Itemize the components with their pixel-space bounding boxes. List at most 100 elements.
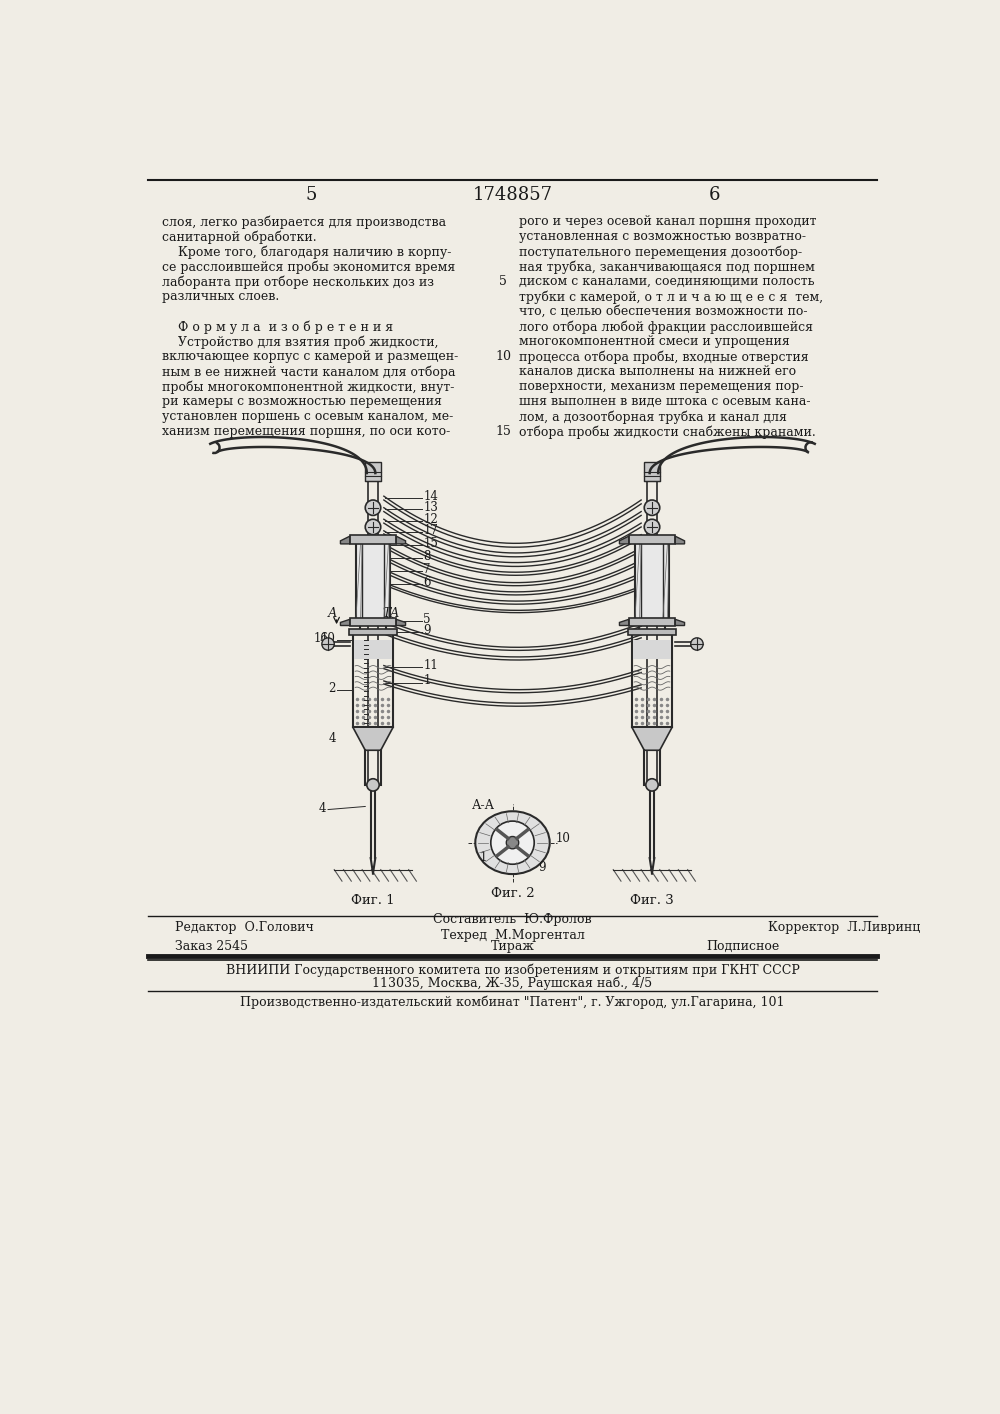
Text: Производственно-издательский комбинат "Патент", г. Ужгород, ул.Гагарина, 101: Производственно-издательский комбинат "П… xyxy=(240,995,785,1008)
Text: се расслоившейся пробы экономится время: се расслоившейся пробы экономится время xyxy=(162,260,455,274)
Text: Тираж: Тираж xyxy=(491,940,534,953)
Polygon shape xyxy=(340,536,350,544)
Polygon shape xyxy=(340,619,350,625)
Text: Фиг. 1: Фиг. 1 xyxy=(351,894,395,906)
Text: 16: 16 xyxy=(313,632,328,645)
Text: пробы многокомпонентной жидкости, внут-: пробы многокомпонентной жидкости, внут- xyxy=(162,380,455,393)
Bar xyxy=(356,543,390,619)
Text: А: А xyxy=(328,608,337,621)
Text: Кроме того, благодаря наличию в корпу-: Кроме того, благодаря наличию в корпу- xyxy=(162,245,452,259)
Text: Фиг. 2: Фиг. 2 xyxy=(491,887,534,899)
Circle shape xyxy=(691,638,703,650)
Bar xyxy=(349,629,397,635)
Text: включающее корпус с камерой и размещен-: включающее корпус с камерой и размещен- xyxy=(162,351,458,363)
Circle shape xyxy=(367,779,379,790)
Text: рого и через осевой канал поршня проходит: рого и через осевой канал поршня проходи… xyxy=(519,215,816,228)
Text: лом, а дозоотборная трубка и канал для: лом, а дозоотборная трубка и канал для xyxy=(519,410,787,424)
Text: ным в ее нижней части каналом для отбора: ным в ее нижней части каналом для отбора xyxy=(162,365,456,379)
Bar xyxy=(628,629,676,635)
Bar xyxy=(629,534,675,544)
Polygon shape xyxy=(675,619,685,625)
Bar xyxy=(350,534,396,544)
Text: Устройство для взятия проб жидкости,: Устройство для взятия проб жидкости, xyxy=(162,335,439,349)
Text: 7: 7 xyxy=(423,563,431,575)
Circle shape xyxy=(365,501,381,516)
Polygon shape xyxy=(632,727,672,751)
Text: 1: 1 xyxy=(423,674,431,687)
Text: 113035, Москва, Ж-35, Раушская наб., 4/5: 113035, Москва, Ж-35, Раушская наб., 4/5 xyxy=(372,976,653,990)
Circle shape xyxy=(644,519,660,534)
Circle shape xyxy=(365,519,381,534)
Text: 4: 4 xyxy=(319,802,326,814)
Text: 15: 15 xyxy=(423,537,438,550)
Text: диском с каналами, соединяющими полость: диском с каналами, соединяющими полость xyxy=(519,276,814,288)
Text: что, с целью обеспечения возможности по-: что, с целью обеспечения возможности по- xyxy=(519,305,807,318)
Polygon shape xyxy=(353,727,393,751)
Text: процесса отбора пробы, входные отверстия: процесса отбора пробы, входные отверстия xyxy=(519,351,808,363)
Text: ри камеры с возможностью перемещения: ри камеры с возможностью перемещения xyxy=(162,396,442,409)
Bar xyxy=(365,461,381,481)
Text: 1748857: 1748857 xyxy=(473,187,552,204)
Text: Составитель  Ю.Фролов: Составитель Ю.Фролов xyxy=(433,913,592,926)
Text: Ф о р м у л а  и з о б р е т е н и я: Ф о р м у л а и з о б р е т е н и я xyxy=(162,320,393,334)
Text: 14: 14 xyxy=(423,489,438,502)
Text: многокомпонентной смеси и упрощения: многокомпонентной смеси и упрощения xyxy=(519,335,789,348)
Polygon shape xyxy=(396,536,406,544)
Text: установленная с возможностью возвратно-: установленная с возможностью возвратно- xyxy=(519,230,806,243)
Text: ВНИИПИ Государственного комитета по изобретениям и открытиям при ГКНТ СССР: ВНИИПИ Государственного комитета по изоб… xyxy=(226,964,799,977)
Text: Корректор  Л.Ливринц: Корректор Л.Ливринц xyxy=(768,921,921,933)
Circle shape xyxy=(644,501,660,516)
Text: А: А xyxy=(390,608,399,621)
Text: лого отбора любой фракции расслоившейся: лого отбора любой фракции расслоившейся xyxy=(519,320,813,334)
Text: трубки с камерой, о т л и ч а ю щ е е с я  тем,: трубки с камерой, о т л и ч а ю щ е е с … xyxy=(519,290,823,304)
Text: Т: Т xyxy=(383,608,391,621)
Text: 6: 6 xyxy=(708,187,720,204)
Bar xyxy=(644,461,660,481)
Text: ная трубка, заканчивающаяся под поршнем: ная трубка, заканчивающаяся под поршнем xyxy=(519,260,815,274)
Text: 5: 5 xyxy=(499,276,507,288)
Text: 4: 4 xyxy=(328,732,336,745)
Text: 13: 13 xyxy=(423,501,438,515)
Text: Фиг. 3: Фиг. 3 xyxy=(630,894,674,906)
Text: 9: 9 xyxy=(538,861,546,874)
Bar xyxy=(633,641,671,659)
Text: 6: 6 xyxy=(423,575,431,588)
Polygon shape xyxy=(619,536,629,544)
Bar xyxy=(629,618,675,625)
Text: 5: 5 xyxy=(305,187,317,204)
Text: 8: 8 xyxy=(423,550,431,563)
Text: лаборанта при отборе нескольких доз из: лаборанта при отборе нескольких доз из xyxy=(162,276,434,288)
Polygon shape xyxy=(619,619,629,625)
Text: ханизм перемещения поршня, по оси кото-: ханизм перемещения поршня, по оси кото- xyxy=(162,426,450,438)
Circle shape xyxy=(491,822,534,864)
Text: 10: 10 xyxy=(495,351,511,363)
Text: 1: 1 xyxy=(479,851,487,864)
Polygon shape xyxy=(396,619,406,625)
Text: Подписное: Подписное xyxy=(706,940,780,953)
Text: слоя, легко разбирается для производства: слоя, легко разбирается для производства xyxy=(162,215,446,229)
Ellipse shape xyxy=(475,812,550,874)
Bar xyxy=(635,543,669,619)
Text: отбора пробы жидкости снабжены кранами.: отбора пробы жидкости снабжены кранами. xyxy=(519,426,815,438)
Text: 11: 11 xyxy=(423,659,438,672)
Text: 15: 15 xyxy=(495,426,511,438)
Text: поверхности, механизм перемещения пор-: поверхности, механизм перемещения пор- xyxy=(519,380,803,393)
Circle shape xyxy=(506,837,519,848)
Text: различных слоев.: различных слоев. xyxy=(162,290,279,303)
Text: 10: 10 xyxy=(321,632,336,645)
Text: 17: 17 xyxy=(423,525,438,537)
Text: поступательного перемещения дозоотбор-: поступательного перемещения дозоотбор- xyxy=(519,245,802,259)
Bar xyxy=(354,641,392,659)
Polygon shape xyxy=(675,536,685,544)
Text: А-А: А-А xyxy=(471,799,495,812)
Bar xyxy=(350,618,396,625)
Text: санитарной обработки.: санитарной обработки. xyxy=(162,230,317,243)
Circle shape xyxy=(646,779,658,790)
Text: 2: 2 xyxy=(328,682,336,696)
Text: установлен поршень с осевым каналом, ме-: установлен поршень с осевым каналом, ме- xyxy=(162,410,453,423)
Text: 10: 10 xyxy=(556,833,571,846)
Circle shape xyxy=(322,638,334,650)
Text: 5: 5 xyxy=(423,612,431,626)
Text: 12: 12 xyxy=(423,513,438,526)
Text: 9: 9 xyxy=(423,625,431,638)
